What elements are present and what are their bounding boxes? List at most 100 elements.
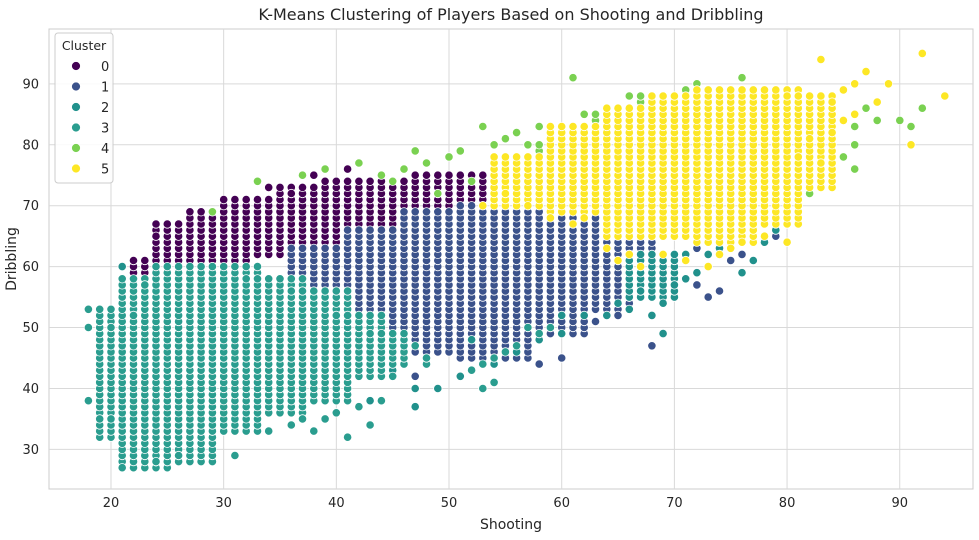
- point-cluster-0: [444, 170, 454, 180]
- point-cluster-1: [388, 225, 398, 235]
- point-cluster-4: [511, 128, 522, 138]
- point-cluster-5: [545, 213, 556, 223]
- point-cluster-4: [624, 91, 634, 101]
- point-cluster-3: [342, 286, 353, 296]
- point-cluster-0: [230, 195, 240, 205]
- point-cluster-0: [151, 219, 161, 229]
- point-cluster-3: [95, 304, 105, 314]
- point-cluster-5: [624, 249, 634, 259]
- point-cluster-0: [286, 188, 296, 199]
- point-cluster-1: [421, 207, 432, 217]
- legend-label-3: 3: [101, 122, 109, 137]
- point-cluster-0: [399, 176, 409, 186]
- point-cluster-4: [523, 140, 533, 150]
- point-cluster-3: [106, 304, 116, 314]
- point-cluster-3: [128, 310, 139, 320]
- point-cluster-5: [647, 91, 657, 101]
- point-cluster-5: [827, 97, 837, 107]
- point-cluster-0: [275, 182, 285, 192]
- point-cluster-3: [151, 261, 161, 272]
- point-cluster-5: [793, 91, 803, 101]
- point-cluster-3: [162, 261, 172, 272]
- point-cluster-4: [838, 152, 849, 162]
- point-cluster-0: [433, 170, 443, 180]
- point-cluster-0: [264, 195, 274, 205]
- point-cluster-1: [354, 225, 364, 235]
- point-cluster-4: [850, 164, 860, 174]
- point-cluster-4: [376, 170, 386, 180]
- point-cluster-1: [714, 286, 725, 296]
- point-cluster-3: [252, 274, 263, 284]
- point-cluster-5: [557, 121, 567, 132]
- point-cluster-3: [264, 426, 274, 436]
- x-tick-label: 20: [103, 496, 120, 511]
- x-tick-label: 40: [328, 496, 345, 511]
- point-cluster-5: [714, 85, 725, 95]
- point-cluster-4: [635, 91, 646, 101]
- point-cluster-1: [455, 201, 465, 211]
- data-points: [83, 48, 950, 473]
- point-cluster-3: [128, 274, 139, 284]
- point-cluster-3: [297, 274, 308, 284]
- point-cluster-1: [376, 225, 386, 235]
- point-cluster-5: [669, 91, 680, 101]
- point-cluster-5: [816, 54, 826, 65]
- point-cluster-3: [489, 377, 499, 387]
- point-cluster-5: [523, 152, 533, 162]
- point-cluster-3: [410, 341, 420, 351]
- legend-label-1: 1: [101, 81, 109, 96]
- point-cluster-1: [331, 243, 341, 253]
- point-cluster-0: [365, 176, 375, 186]
- point-cluster-4: [410, 146, 420, 156]
- point-cluster-4: [500, 134, 510, 144]
- point-cluster-5: [658, 91, 668, 101]
- point-cluster-3: [331, 310, 341, 320]
- point-cluster-0: [196, 207, 206, 217]
- point-cluster-3: [140, 280, 150, 290]
- point-cluster-3: [365, 328, 375, 339]
- point-cluster-5: [703, 261, 713, 272]
- point-cluster-3: [219, 261, 229, 272]
- point-cluster-4: [872, 115, 882, 126]
- chart-title: K-Means Clustering of Players Based on S…: [258, 5, 763, 24]
- point-cluster-2: [647, 249, 657, 259]
- legend-label-4: 4: [101, 142, 109, 157]
- point-cluster-5: [703, 85, 713, 95]
- point-cluster-1: [342, 225, 353, 235]
- point-cluster-2: [658, 328, 668, 339]
- point-cluster-3: [286, 286, 296, 296]
- point-cluster-1: [703, 292, 713, 302]
- point-cluster-4: [354, 158, 364, 168]
- point-cluster-4: [590, 109, 601, 119]
- point-cluster-5: [850, 109, 860, 119]
- point-cluster-4: [895, 115, 905, 126]
- point-cluster-5: [737, 237, 747, 247]
- point-cluster-5: [726, 85, 736, 95]
- point-cluster-0: [162, 219, 172, 229]
- point-cluster-4: [455, 146, 465, 156]
- point-cluster-3: [264, 274, 274, 284]
- point-cluster-1: [297, 243, 308, 253]
- point-cluster-3: [297, 414, 308, 424]
- point-cluster-4: [568, 73, 578, 83]
- point-cluster-4: [320, 164, 330, 174]
- point-cluster-0: [309, 170, 319, 180]
- point-cluster-0: [151, 231, 161, 241]
- legend: Cluster 0 1 2 3 4 5: [54, 32, 114, 184]
- point-cluster-3: [106, 322, 116, 333]
- point-cluster-4: [433, 188, 443, 199]
- legend-title: Cluster: [62, 38, 107, 53]
- point-cluster-3: [534, 328, 544, 339]
- point-cluster-3: [421, 353, 432, 363]
- point-cluster-3: [466, 365, 477, 375]
- point-cluster-1: [365, 225, 375, 235]
- point-cluster-5: [872, 97, 882, 107]
- x-tick-label: 80: [779, 496, 796, 511]
- point-cluster-3: [388, 328, 398, 339]
- point-cluster-1: [534, 359, 544, 369]
- point-cluster-3: [151, 456, 161, 467]
- point-cluster-3: [185, 261, 195, 272]
- point-cluster-3: [309, 286, 319, 296]
- point-cluster-1: [320, 243, 330, 253]
